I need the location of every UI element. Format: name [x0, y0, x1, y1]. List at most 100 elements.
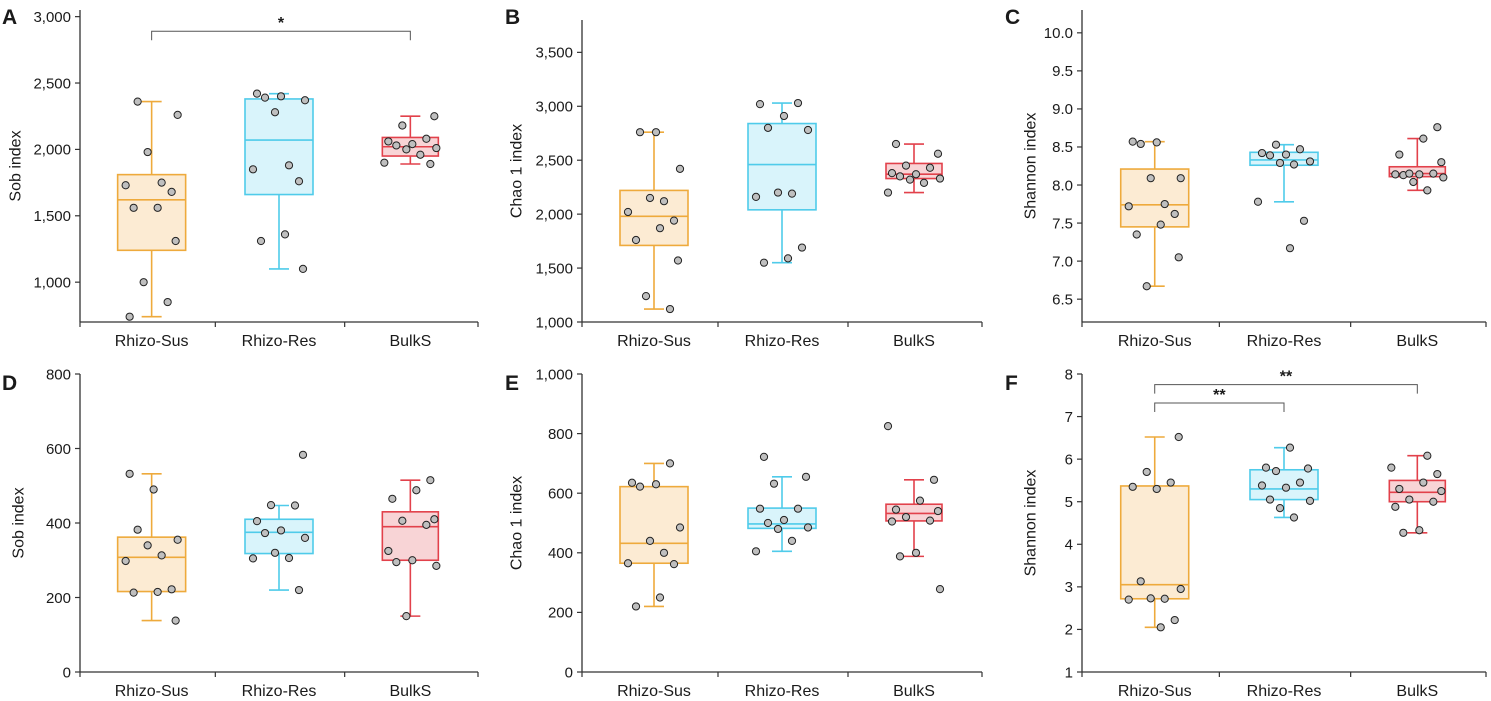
- data-point: [759, 452, 769, 461]
- data-point: [1433, 123, 1442, 132]
- data-point: [901, 161, 911, 170]
- panel-f: F Shannon index 1 2 3 4 5 6 7 8 Rhizo-Sus Rhizo-Res…: [1005, 366, 1487, 700]
- data-point: [925, 516, 935, 525]
- data-point: [270, 548, 280, 557]
- y-tick-label: 0: [63, 664, 71, 681]
- x-category-label: BulkS: [389, 333, 431, 350]
- data-point: [1160, 594, 1169, 603]
- data-point: [1395, 484, 1404, 494]
- data-point: [276, 92, 286, 101]
- data-point: [1399, 528, 1408, 537]
- box-rhizo-sus: [1119, 436, 1190, 629]
- data-point: [797, 243, 807, 252]
- data-point: [260, 528, 270, 538]
- data-point: [1146, 174, 1155, 183]
- data-point: [270, 108, 280, 117]
- data-point: [149, 485, 158, 494]
- significance-bracket: *: [151, 15, 411, 41]
- data-point: [1305, 496, 1315, 505]
- y-tick-label: 2,000: [33, 142, 71, 159]
- data-point: [298, 450, 308, 459]
- data-point: [1174, 432, 1183, 442]
- data-point: [1303, 464, 1313, 473]
- data-point: [779, 515, 789, 525]
- data-point: [398, 121, 407, 130]
- data-point: [398, 516, 407, 525]
- y-tick-label: 2,000: [535, 206, 573, 223]
- data-point: [1253, 197, 1263, 206]
- data-point: [935, 174, 945, 183]
- y-tick-label: 200: [46, 590, 71, 607]
- data-point: [1132, 230, 1141, 239]
- significance-bracket: **: [1154, 369, 1418, 394]
- data-point: [793, 98, 803, 108]
- data-point: [911, 548, 921, 557]
- data-point: [933, 506, 943, 516]
- x-category-label: BulkS: [1396, 683, 1438, 696]
- data-point: [773, 524, 783, 534]
- data-point: [751, 192, 761, 201]
- y-tick-label: 6.5: [1052, 291, 1073, 308]
- data-point: [1419, 478, 1428, 487]
- data-point: [901, 512, 911, 522]
- data-point: [769, 479, 779, 488]
- y-tick-label: 2,500: [33, 75, 71, 92]
- data-point: [402, 145, 411, 154]
- data-point: [1142, 282, 1151, 291]
- y-axis-label: Sob index: [8, 130, 25, 201]
- data-point: [1176, 584, 1185, 594]
- box-iqr: [619, 485, 689, 565]
- data-point: [1152, 484, 1161, 494]
- y-tick-label: 600: [548, 485, 573, 502]
- panel-letter-e: E: [505, 372, 519, 395]
- data-point: [153, 587, 162, 597]
- x-category-label: Rhizo-Sus: [617, 683, 691, 696]
- data-point: [266, 501, 276, 510]
- data-point: [1261, 463, 1271, 472]
- data-point: [121, 556, 130, 566]
- panel-letter-d: D: [2, 372, 17, 395]
- data-point: [631, 235, 641, 245]
- panel-letter-f: F: [1005, 372, 1018, 395]
- data-point: [1124, 595, 1133, 604]
- data-point: [1387, 463, 1396, 472]
- data-point: [1433, 469, 1442, 479]
- data-point: [280, 230, 290, 239]
- data-point: [1439, 173, 1448, 182]
- data-point: [627, 478, 637, 487]
- box-bulks: [1388, 454, 1447, 534]
- data-point: [1160, 199, 1169, 209]
- y-axis-label: Chao 1 index: [509, 124, 526, 218]
- y-tick-label: 200: [548, 605, 573, 622]
- data-point: [1174, 253, 1183, 262]
- y-tick-label: 1,500: [33, 208, 71, 225]
- y-axis-label: Shannon index: [1023, 470, 1040, 577]
- data-point: [298, 264, 308, 273]
- significance-bracket: **: [1154, 387, 1285, 412]
- data-point: [623, 207, 633, 217]
- data-point: [1281, 483, 1291, 492]
- data-point: [1285, 443, 1295, 452]
- data-point: [803, 125, 813, 135]
- data-point: [1152, 138, 1161, 147]
- data-point: [905, 175, 915, 184]
- data-point: [1299, 216, 1309, 225]
- box-iqr: [1119, 485, 1190, 600]
- data-point: [173, 110, 182, 119]
- data-point: [759, 258, 769, 267]
- data-point: [911, 170, 921, 179]
- data-point: [173, 535, 182, 544]
- data-point: [294, 177, 304, 186]
- data-point: [171, 236, 180, 246]
- y-tick-label: 7.0: [1052, 253, 1073, 270]
- y-tick-label: 1,000: [33, 274, 71, 291]
- data-point: [294, 585, 304, 595]
- y-tick-label: 400: [548, 545, 573, 562]
- box-iqr: [885, 503, 943, 522]
- x-category-label: Rhizo-Sus: [1118, 333, 1192, 350]
- y-tick-label: 1,500: [535, 260, 573, 277]
- panel-letter-c: C: [1005, 6, 1020, 29]
- data-point: [763, 123, 773, 132]
- data-point: [133, 525, 142, 534]
- y-tick-label: 800: [548, 426, 573, 443]
